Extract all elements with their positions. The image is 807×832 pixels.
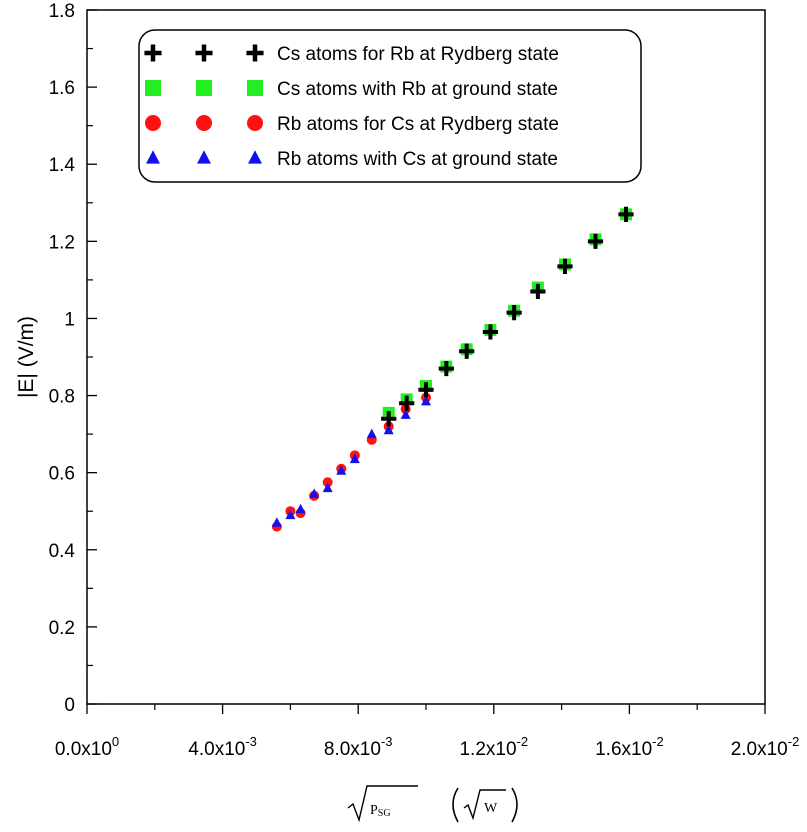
y-tick-label: 1.6 [49, 78, 75, 99]
x-tick-label: 1.6x10-2 [595, 734, 664, 760]
triangle-data-point [349, 453, 360, 464]
legend-box [138, 29, 642, 183]
legend-marker-triangle [248, 150, 262, 164]
sqrt-radical-icon [347, 785, 418, 823]
x-tick-label: 4.0x10-3 [188, 734, 257, 760]
points-layer [271, 206, 634, 532]
x-axis-title: PSG W [347, 785, 518, 823]
triangle-data-point [285, 509, 296, 520]
triangle-data-point [271, 517, 282, 527]
ticks-layer: 0 0.2 0.4 0.6 0.8 1 1.2 1.4 1.6 1.8 0.0x100 4.0x10-… [49, 1, 800, 760]
y-tick-label: 0 [64, 695, 75, 716]
plus-data-point [482, 324, 499, 340]
legend-marker-circle [247, 115, 263, 131]
x-tick-label: 2.0x10-2 [731, 734, 800, 760]
triangle-data-point [309, 488, 320, 498]
triangle-data-point [295, 503, 306, 514]
y-axis-title-text: |E| (V/m) [15, 316, 38, 398]
legend-marker-triangle [146, 150, 160, 164]
legend-marker-circle [196, 115, 212, 131]
x-tick-label: 0.0x100 [55, 734, 119, 760]
plus-data-point [557, 258, 573, 274]
y-tick-label: 1.4 [49, 155, 76, 176]
legend: Cs atoms for Rb at Rydberg state Cs atoms… [138, 29, 642, 183]
legend-marker-square [145, 80, 161, 96]
plus-data-point [618, 206, 634, 222]
plus-data-point [459, 343, 475, 359]
y-tick-label: 0.4 [49, 541, 76, 562]
legend-label: Rb atoms with Cs at ground state [277, 149, 558, 170]
triangle-data-point [383, 424, 394, 435]
triangle-data-point [336, 465, 347, 475]
plus-data-point [587, 233, 604, 249]
y-tick-label: 1.2 [49, 232, 75, 253]
plus-data-point [381, 411, 397, 427]
legend-label: Rb atoms for Cs at Rydberg state [277, 114, 559, 135]
plus-data-point [506, 305, 522, 321]
y-tick-label: 1 [64, 309, 75, 330]
plus-data-point [418, 382, 434, 398]
y-tick-label: 0.8 [49, 387, 75, 408]
x-tick-label: 8.0x10-3 [324, 734, 393, 760]
legend-marker-triangle [197, 150, 211, 164]
plus-data-point [438, 360, 454, 377]
y-tick-label: 1.8 [49, 1, 75, 22]
x-axis-quantity-subscript: SG [378, 808, 391, 819]
triangle-data-point [421, 395, 431, 406]
legend-marker-plus [144, 44, 162, 62]
circle-data-point [322, 477, 333, 488]
left-paren-icon [452, 787, 459, 823]
legend-marker-plus [246, 44, 264, 62]
x-axis-quantity: PSG [370, 803, 391, 819]
legend-items: Cs atoms for Rb at Rydberg state Cs atoms… [144, 44, 559, 170]
right-paren-icon [511, 787, 518, 823]
x-tick-label: 1.2x10-2 [459, 734, 528, 760]
y-tick-label: 0.6 [49, 464, 75, 485]
sqrt-radical-icon-2 [463, 789, 506, 821]
triangle-data-point [400, 409, 411, 419]
triangle-data-point [366, 428, 377, 439]
y-tick-label: 0.2 [49, 618, 75, 639]
legend-label: Cs atoms for Rb at Rydberg state [277, 44, 559, 65]
plus-data-point [399, 395, 415, 411]
x-axis-unit: W [484, 801, 498, 816]
y-axis-title: |E| (V/m) [15, 316, 38, 398]
plus-data-point [530, 283, 546, 300]
legend-marker-square [196, 80, 212, 96]
legend-marker-plus [195, 44, 213, 62]
legend-marker-circle [145, 115, 161, 131]
legend-marker-square [247, 80, 263, 96]
triangle-data-point [322, 482, 333, 493]
plot-area-frame [86, 9, 766, 705]
legend-label: Cs atoms with Rb at ground state [277, 79, 558, 100]
